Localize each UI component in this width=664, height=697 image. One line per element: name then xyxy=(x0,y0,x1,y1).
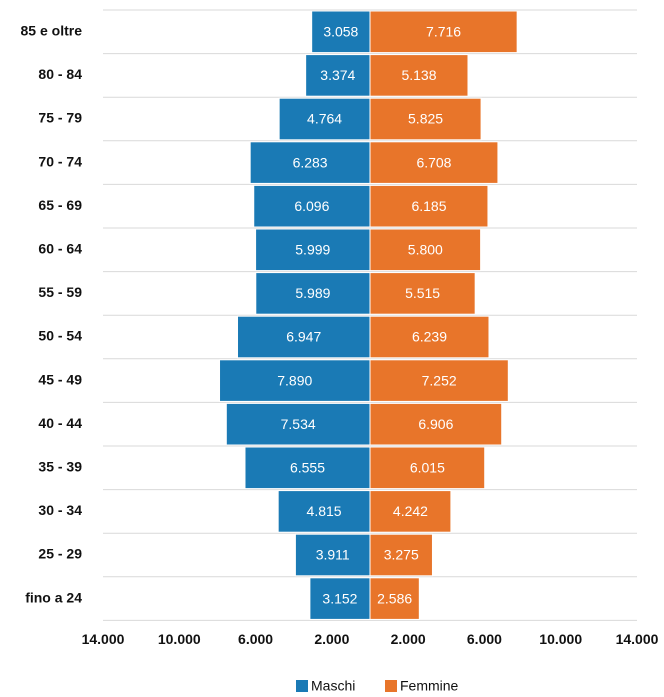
value-label: 4.764 xyxy=(307,111,342,127)
bar xyxy=(369,315,490,359)
x-tick-label: 10.000 xyxy=(539,631,582,647)
x-tick-label: 6.000 xyxy=(467,631,502,647)
y-tick-label: 55 - 59 xyxy=(38,284,82,300)
bar xyxy=(369,54,469,97)
value-label: 6.555 xyxy=(290,460,325,476)
x-tick-label: 2.000 xyxy=(391,631,426,647)
bar xyxy=(369,97,482,141)
bar xyxy=(278,97,371,141)
bar xyxy=(369,272,476,315)
bar xyxy=(225,402,371,446)
y-tick-label: 50 - 54 xyxy=(38,328,82,344)
bar xyxy=(369,184,489,228)
bar xyxy=(369,141,499,184)
value-label: 4.242 xyxy=(393,503,428,519)
value-label: 5.825 xyxy=(408,111,443,127)
y-tick-label: 40 - 44 xyxy=(38,415,82,431)
x-tick-label: 14.000 xyxy=(616,631,659,647)
value-label: 6.096 xyxy=(294,198,329,214)
value-label: 6.708 xyxy=(416,154,451,170)
bar xyxy=(309,577,371,620)
bar xyxy=(369,228,482,272)
y-tick-label: 30 - 34 xyxy=(38,502,82,518)
bar xyxy=(249,141,371,184)
y-tick-label: fino a 24 xyxy=(25,589,82,605)
bar xyxy=(255,272,371,315)
y-tick-label: 25 - 29 xyxy=(38,546,82,562)
bar xyxy=(369,533,433,577)
value-label: 6.239 xyxy=(412,329,447,345)
value-label: 5.800 xyxy=(408,242,443,258)
y-tick-label: 45 - 49 xyxy=(38,371,82,387)
value-label: 2.586 xyxy=(377,590,412,606)
y-tick-label: 60 - 64 xyxy=(38,241,82,257)
legend-label: Maschi xyxy=(311,678,355,694)
x-tick-label: 10.000 xyxy=(158,631,201,647)
bar xyxy=(369,402,503,446)
bar xyxy=(369,446,486,490)
x-tick-label: 2.000 xyxy=(314,631,349,647)
bar xyxy=(253,184,371,228)
bar xyxy=(369,490,452,533)
x-tick-label: 6.000 xyxy=(238,631,273,647)
value-label: 3.911 xyxy=(316,547,350,563)
legend-swatch xyxy=(385,680,397,692)
bar xyxy=(294,533,371,577)
value-label: 7.890 xyxy=(277,372,312,388)
value-label: 6.185 xyxy=(411,198,446,214)
value-label: 5.515 xyxy=(405,285,440,301)
value-label: 6.906 xyxy=(418,416,453,432)
y-tick-label: 70 - 74 xyxy=(38,153,82,169)
y-tick-label: 65 - 69 xyxy=(38,197,82,213)
bar xyxy=(369,577,420,620)
value-label: 5.138 xyxy=(401,67,436,83)
bar xyxy=(277,490,371,533)
value-label: 3.374 xyxy=(320,67,355,83)
value-label: 3.152 xyxy=(322,590,357,606)
bar xyxy=(255,228,371,272)
value-label: 3.058 xyxy=(323,24,358,40)
bar xyxy=(311,10,371,54)
value-label: 7.716 xyxy=(426,24,461,40)
y-tick-label: 80 - 84 xyxy=(38,66,82,82)
value-label: 4.815 xyxy=(307,503,342,519)
bar xyxy=(369,359,509,402)
y-tick-label: 35 - 39 xyxy=(38,459,82,475)
bar xyxy=(369,10,518,54)
bar xyxy=(244,446,371,490)
value-label: 5.989 xyxy=(295,285,330,301)
legend-label: Femmine xyxy=(400,678,459,694)
value-label: 3.275 xyxy=(384,547,419,563)
legend-swatch xyxy=(296,680,308,692)
y-tick-label: 85 e oltre xyxy=(21,23,83,39)
value-label: 5.999 xyxy=(295,242,330,258)
value-label: 6.015 xyxy=(410,460,445,476)
value-label: 7.534 xyxy=(281,416,316,432)
bar xyxy=(219,359,371,402)
x-tick-label: 14.000 xyxy=(82,631,125,647)
value-label: 7.252 xyxy=(422,372,457,388)
value-label: 6.947 xyxy=(286,329,321,345)
bar xyxy=(237,315,371,359)
value-label: 6.283 xyxy=(293,154,328,170)
y-tick-label: 75 - 79 xyxy=(38,110,82,126)
